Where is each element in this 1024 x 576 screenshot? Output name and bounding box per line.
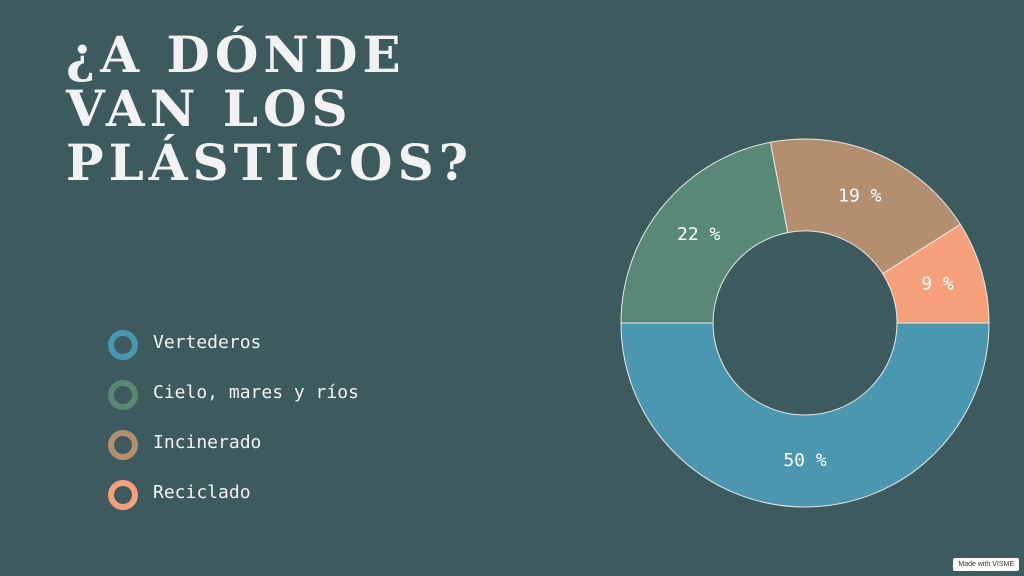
title: ¿A DÓNDE VAN LOS PLÁSTICOS? bbox=[66, 28, 473, 190]
legend-label: Reciclado bbox=[153, 482, 251, 503]
value-label: 50 % bbox=[783, 450, 827, 471]
legend-swatch bbox=[108, 480, 138, 510]
legend-swatch bbox=[108, 330, 138, 360]
legend-swatch bbox=[108, 380, 138, 410]
donut-segment bbox=[881, 223, 990, 324]
title-line: PLÁSTICOS? bbox=[66, 133, 474, 192]
value-label: 9 % bbox=[921, 273, 954, 294]
legend-swatch bbox=[108, 430, 138, 460]
donut-segment bbox=[620, 141, 789, 324]
value-label: 19 % bbox=[838, 185, 882, 206]
donut-segment bbox=[769, 138, 962, 275]
title-line: ¿A DÓNDE bbox=[66, 25, 406, 84]
value-label: 22 % bbox=[677, 224, 721, 245]
title-line: VAN LOS bbox=[66, 79, 353, 138]
badge: Made with VISME bbox=[953, 558, 1019, 571]
legend-label: Vertederos bbox=[153, 332, 261, 353]
donut-segment bbox=[620, 322, 990, 508]
legend-label: Cielo, mares y ríos bbox=[153, 382, 359, 403]
legend-label: Incinerado bbox=[153, 432, 261, 453]
